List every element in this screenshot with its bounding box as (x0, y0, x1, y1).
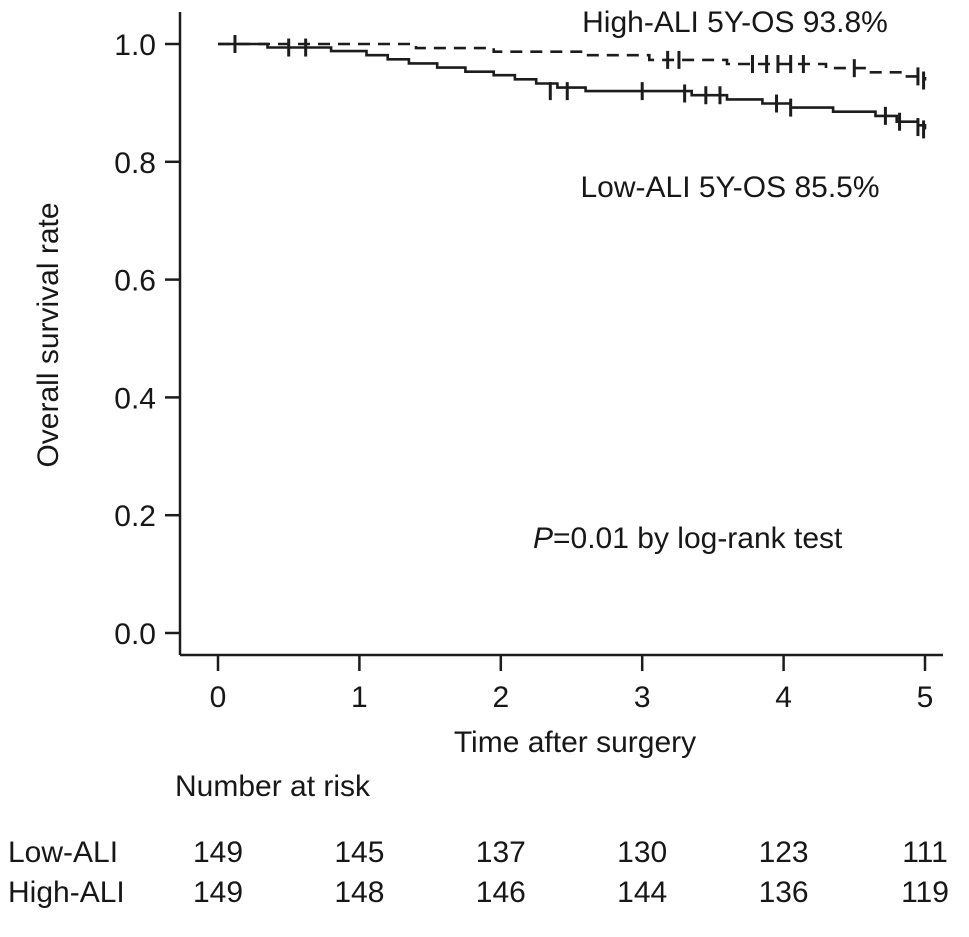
x-tick-label: 2 (492, 681, 509, 714)
risk-count: 146 (476, 876, 526, 909)
axis-layer: 1.0 0.8 0.6 0.4 0.2 0.0 0 1 2 3 4 5 (114, 12, 943, 714)
y-tick-label: 0.2 (114, 500, 156, 533)
high-ali-censor-marks (666, 50, 926, 90)
risk-count: 149 (193, 876, 243, 909)
risk-count: 136 (759, 876, 809, 909)
risk-count: 145 (334, 836, 384, 869)
annotation-p-symbol: P (533, 522, 553, 555)
low-ali-censor-marks (233, 35, 926, 139)
y-tick-label: 0.6 (114, 265, 156, 298)
x-tick-label: 5 (917, 681, 934, 714)
x-tick-label: 0 (210, 681, 227, 714)
x-tick-label: 1 (351, 681, 368, 714)
risk-count: 123 (759, 836, 809, 869)
x-tick-label: 4 (775, 681, 792, 714)
y-tick-label: 0.4 (114, 382, 156, 415)
number-at-risk-title: Number at risk (175, 770, 371, 803)
risk-count: 130 (617, 836, 667, 869)
y-tick-label: 0.0 (114, 618, 156, 651)
risk-count: 148 (334, 876, 384, 909)
low-ali-curve (218, 42, 927, 130)
y-tick-label: 0.8 (114, 147, 156, 180)
low-ali-series-label: Low-ALI 5Y-OS 85.5% (580, 171, 879, 204)
risk-count: 111 (902, 836, 948, 869)
x-tick-label: 3 (634, 681, 651, 714)
risk-count: 144 (617, 876, 667, 909)
risk-row-label: High-ALI (8, 876, 125, 909)
risk-count: 149 (193, 836, 243, 869)
log-rank-annotation: P=0.01 by log-rank test (533, 522, 843, 555)
risk-count: 119 (901, 876, 949, 909)
annotation-rest: =0.01 by log-rank test (553, 522, 843, 555)
x-axis-label: Time after surgery (454, 726, 696, 759)
y-axis-label: Overall survival rate (32, 202, 65, 467)
risk-row-label: Low-ALI (8, 836, 118, 869)
number-at-risk-table: Low-ALI 149 145 137 130 123 111 High-ALI 149 148 1… (8, 836, 949, 909)
y-tick-label: 1.0 (114, 29, 156, 62)
high-ali-series-label: High-ALI 5Y-OS 93.8% (582, 6, 888, 39)
high-ali-curve (218, 42, 927, 81)
risk-count: 137 (476, 836, 526, 869)
